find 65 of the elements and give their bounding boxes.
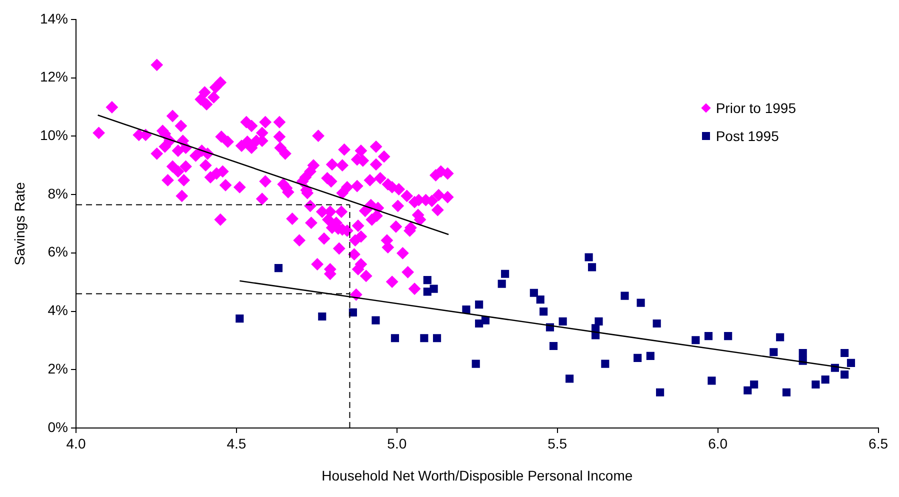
point [704,332,713,340]
y-tick-label: 0% [48,418,68,435]
x-tick-label: 5.5 [548,435,568,452]
point [840,370,849,379]
point [423,276,432,284]
point [530,288,538,297]
point [540,308,548,316]
y-tick-label: 2% [48,360,68,376]
point [724,332,732,340]
point [462,305,470,314]
point [646,352,654,360]
point [782,388,791,396]
point [594,317,603,326]
point [390,334,400,342]
point [588,263,596,272]
x-tick-label: 5.0 [387,435,407,452]
point [498,280,506,288]
point [744,386,752,394]
point [652,319,661,328]
legend-label: Prior to 1995 [716,99,796,118]
point [798,348,807,358]
y-tick-label: 4% [48,302,68,318]
point [636,298,645,307]
point [840,348,849,358]
point [318,312,326,321]
point [750,380,758,389]
point [481,316,490,324]
point [656,388,664,396]
point [372,316,380,324]
point [620,292,629,300]
y-tick-label: 14% [40,10,68,26]
point [692,336,700,344]
point [274,264,283,272]
point [812,380,820,389]
point [549,342,558,350]
point [634,354,642,362]
point [501,270,510,278]
point [558,317,567,326]
y-tick-label: 8% [48,185,68,202]
point [430,284,438,293]
legend-label: Post 1995 [716,127,779,146]
y-axis-title: Savings Rate [11,182,28,266]
x-tick-label: 6.0 [708,435,728,452]
point [708,376,716,385]
point [846,358,856,367]
point [776,333,784,342]
x-axis-title: Household Net Worth/Disposible Personal Income [322,467,633,484]
point [601,360,610,368]
y-tick-label: 6% [48,244,68,260]
point [348,308,357,316]
y-tick-label: 10% [40,127,68,143]
point [475,300,484,309]
point [420,334,428,342]
x-tick-label: 6.5 [868,435,888,452]
point [472,360,480,368]
point [770,348,778,356]
y-tick-label: 12% [40,68,68,85]
point [584,253,593,262]
point [536,296,544,304]
point [236,314,244,323]
x-tick-label: 4.5 [226,435,246,452]
point [821,376,830,384]
point [432,334,442,342]
x-tick-label: 4.0 [66,435,86,452]
point [566,374,574,383]
